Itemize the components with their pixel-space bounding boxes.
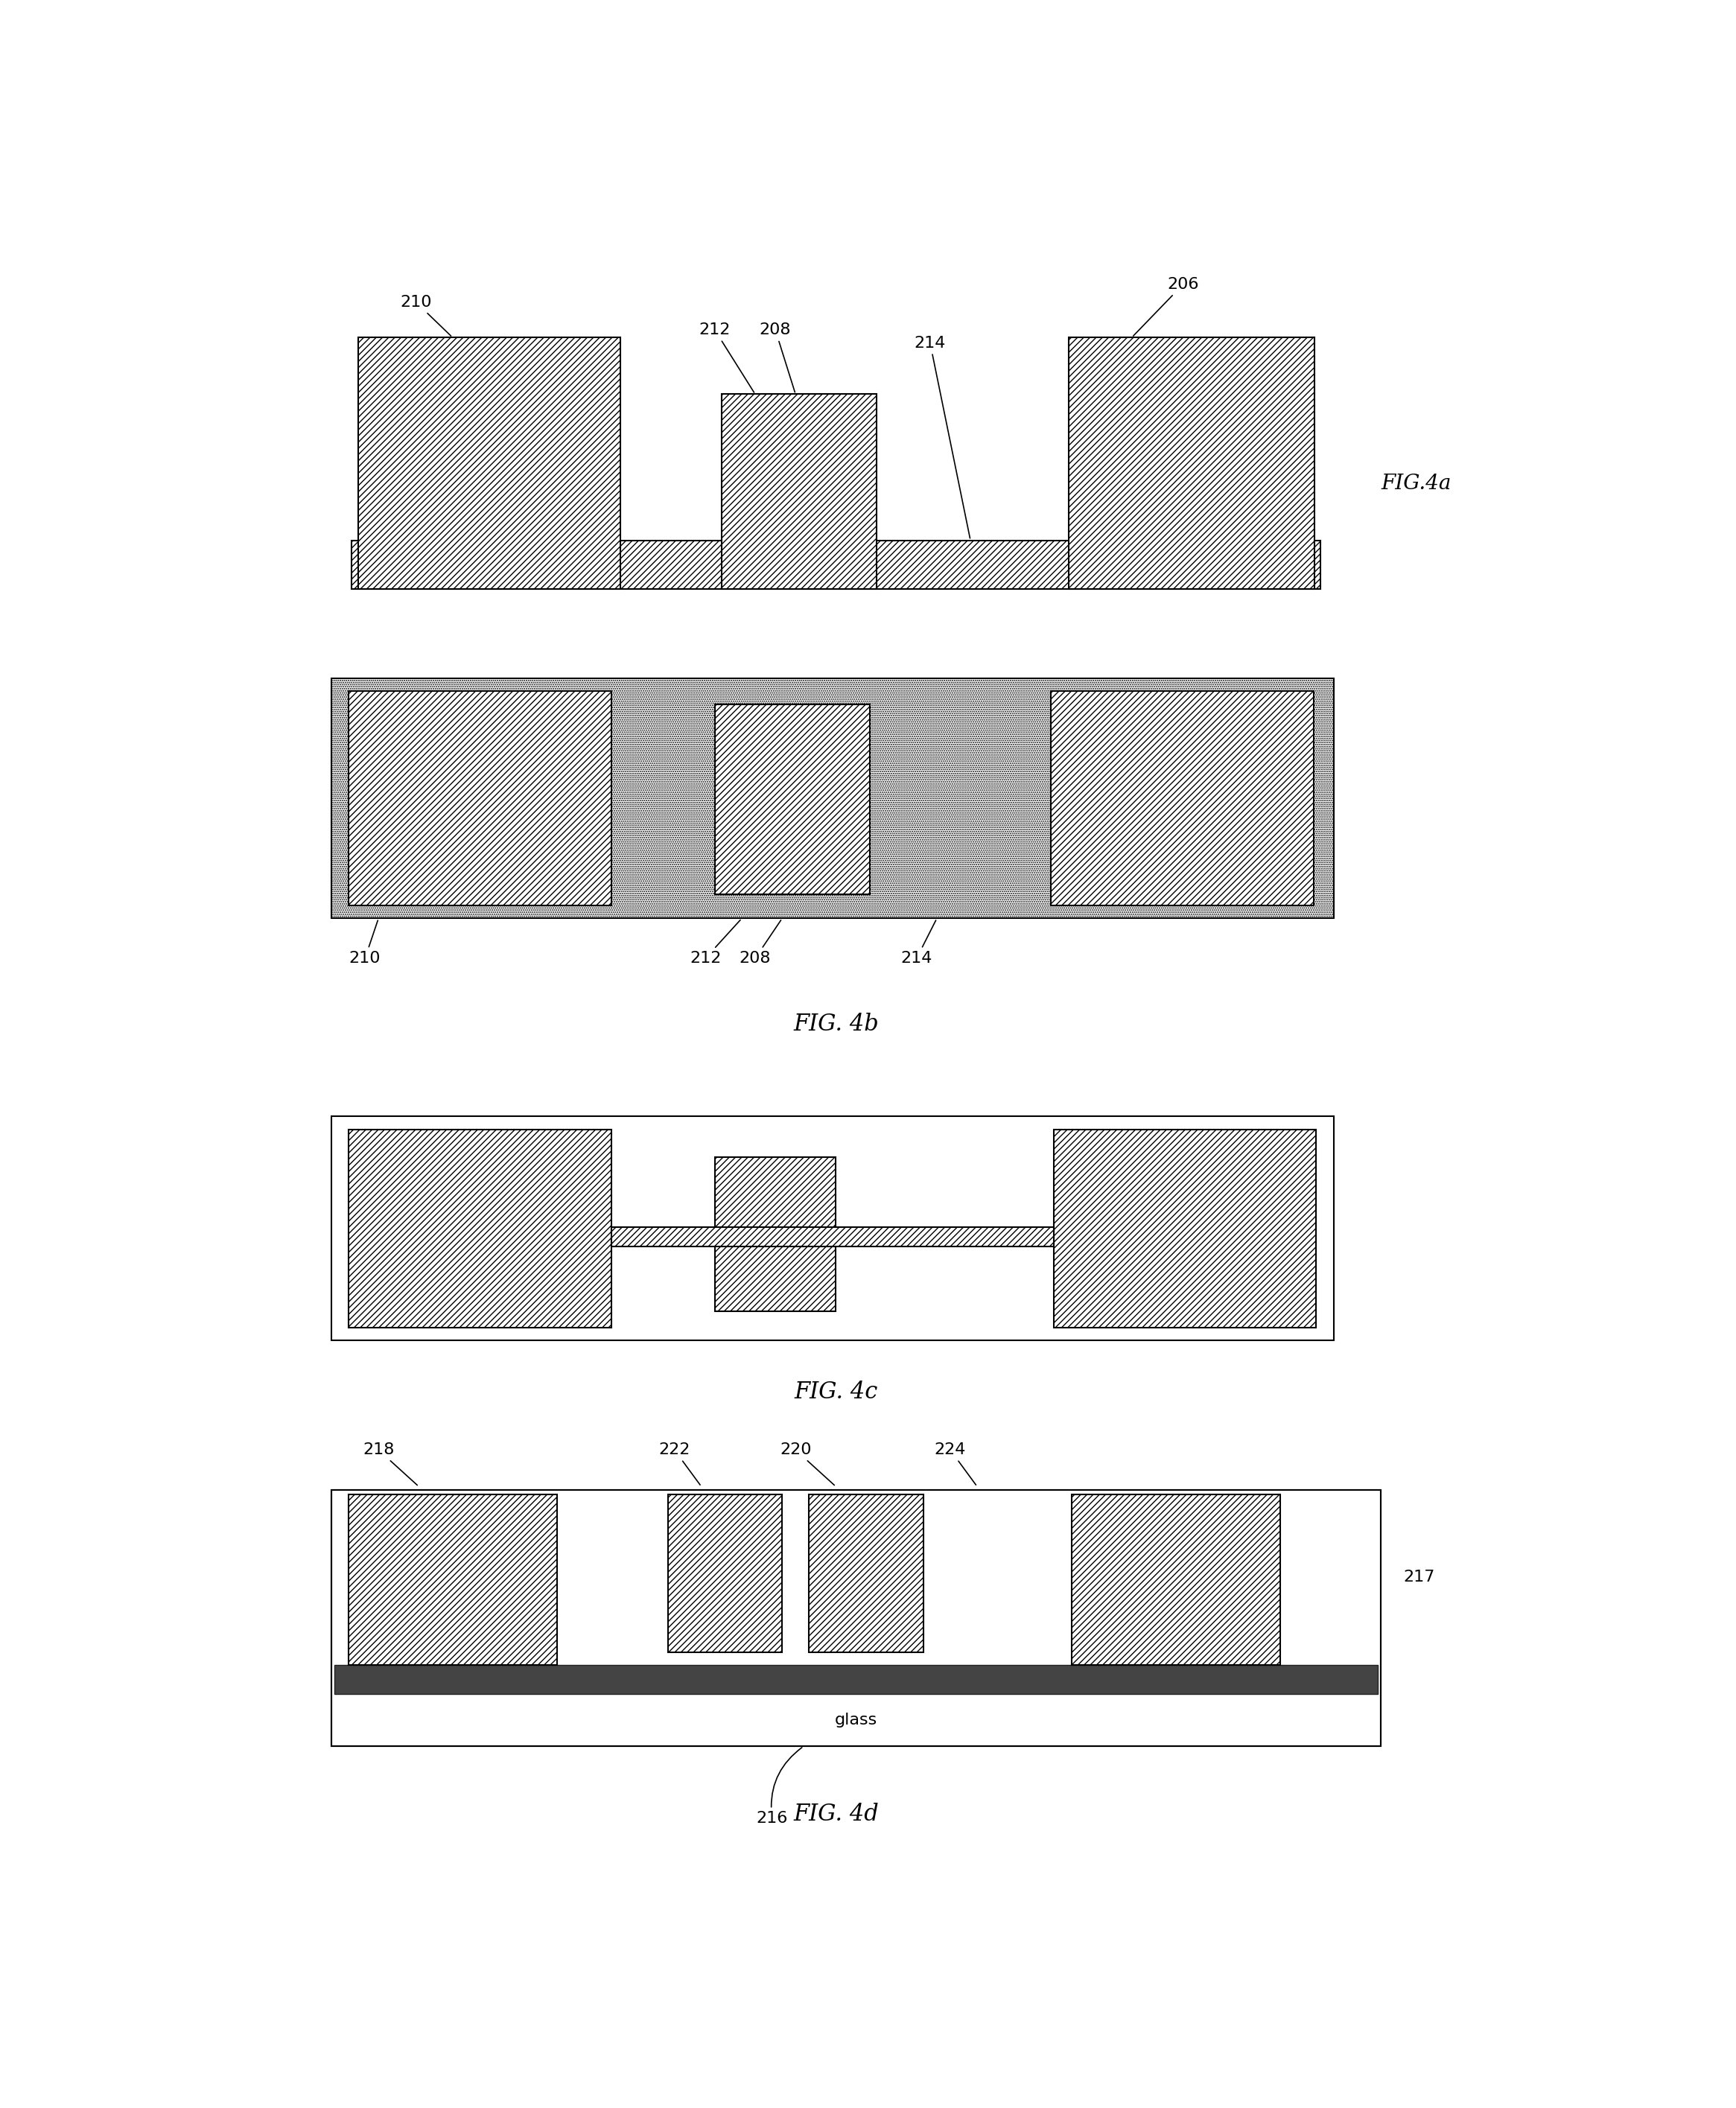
- Bar: [1054, 1130, 1316, 1328]
- Bar: [1052, 691, 1314, 906]
- Bar: [351, 540, 1321, 588]
- Text: glass: glass: [835, 1714, 877, 1729]
- Text: 224: 224: [934, 1442, 976, 1484]
- Text: FIG. 4c: FIG. 4c: [793, 1381, 878, 1404]
- Bar: [715, 704, 870, 894]
- Text: 206: 206: [1134, 276, 1200, 335]
- Text: 222: 222: [658, 1442, 700, 1484]
- Text: FIG.4a: FIG.4a: [1380, 474, 1451, 493]
- Bar: [809, 1495, 924, 1653]
- Bar: [358, 337, 621, 588]
- Text: 208: 208: [740, 921, 781, 965]
- Text: 216: 216: [757, 1748, 802, 1826]
- Text: 214: 214: [901, 921, 936, 965]
- Bar: [349, 1130, 611, 1328]
- Bar: [1071, 1495, 1279, 1665]
- Text: 218: 218: [363, 1442, 417, 1486]
- Bar: [332, 1490, 1380, 1745]
- Bar: [332, 1117, 1333, 1341]
- Bar: [1069, 337, 1314, 588]
- Text: 220: 220: [779, 1442, 835, 1486]
- Bar: [349, 1495, 557, 1665]
- Bar: [349, 691, 611, 906]
- Text: FIG. 4d: FIG. 4d: [793, 1802, 878, 1826]
- Text: 212: 212: [700, 323, 753, 392]
- Bar: [332, 679, 1333, 919]
- Bar: [668, 1495, 783, 1653]
- Text: 210: 210: [401, 295, 451, 335]
- Bar: [333, 1695, 1378, 1743]
- Text: 212: 212: [689, 919, 740, 965]
- Bar: [333, 1665, 1378, 1695]
- Bar: [332, 1490, 1380, 1745]
- Text: 208: 208: [760, 323, 795, 392]
- Bar: [722, 394, 877, 588]
- Text: 214: 214: [915, 335, 970, 538]
- Text: 210: 210: [349, 921, 380, 965]
- Text: FIG. 4b: FIG. 4b: [793, 1012, 878, 1035]
- Bar: [333, 1490, 1378, 1665]
- Bar: [715, 1157, 837, 1311]
- Bar: [611, 1227, 1054, 1246]
- Text: 217: 217: [1404, 1570, 1436, 1585]
